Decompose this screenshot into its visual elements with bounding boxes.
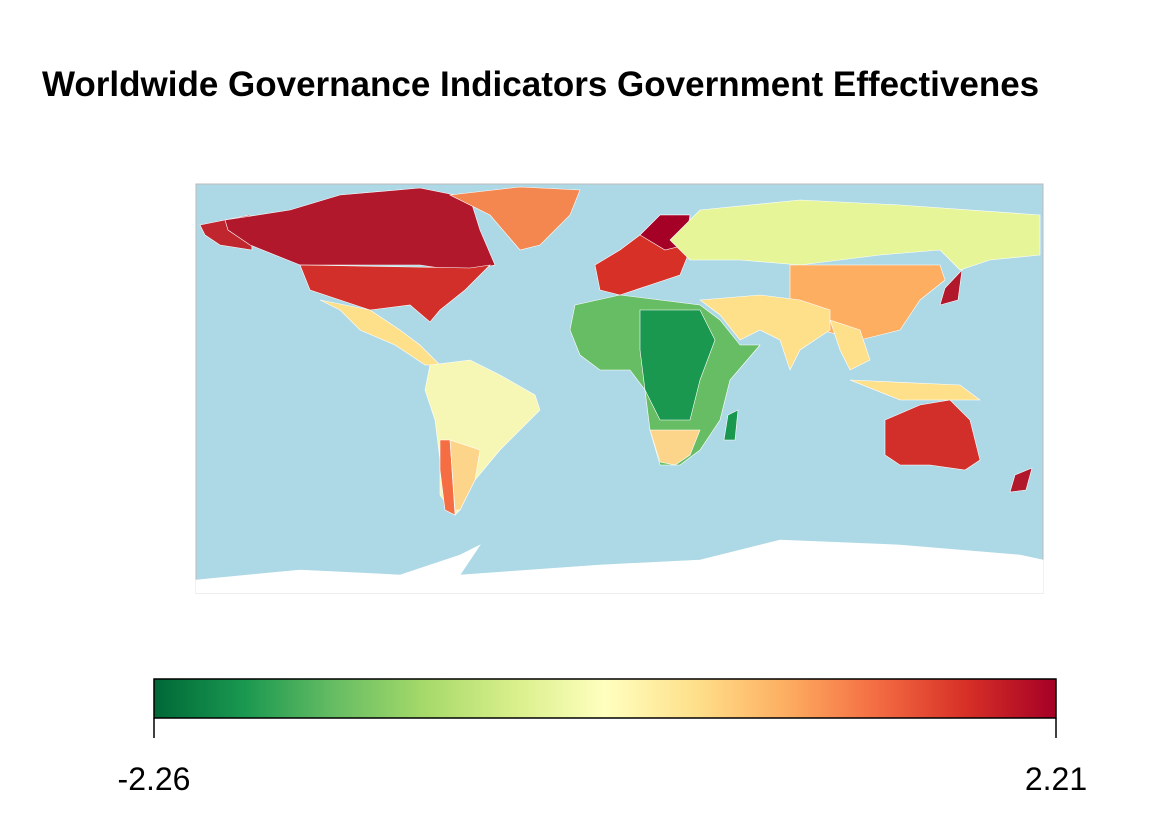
greenland	[448, 186, 581, 251]
australia	[884, 399, 981, 471]
tick-label: -2.26	[118, 761, 191, 797]
color-bar	[153, 678, 1057, 719]
tick-label: 2.21	[1025, 761, 1087, 797]
color-legend: -2.26 2.21	[118, 678, 1087, 797]
map-title: Worldwide Governance Indicators Governme…	[42, 65, 1039, 104]
central-africa	[639, 309, 716, 421]
antarctica	[195, 539, 1044, 594]
new-zealand	[1009, 467, 1033, 493]
usa	[299, 264, 491, 323]
middle-east	[699, 294, 831, 371]
argentina	[449, 439, 481, 511]
southern-africa	[649, 429, 701, 466]
indonesia	[849, 379, 981, 401]
russia	[669, 199, 1041, 271]
world-map	[195, 183, 1044, 594]
madagascar	[723, 409, 739, 441]
japan	[939, 269, 963, 306]
southeast-asia	[829, 319, 871, 371]
